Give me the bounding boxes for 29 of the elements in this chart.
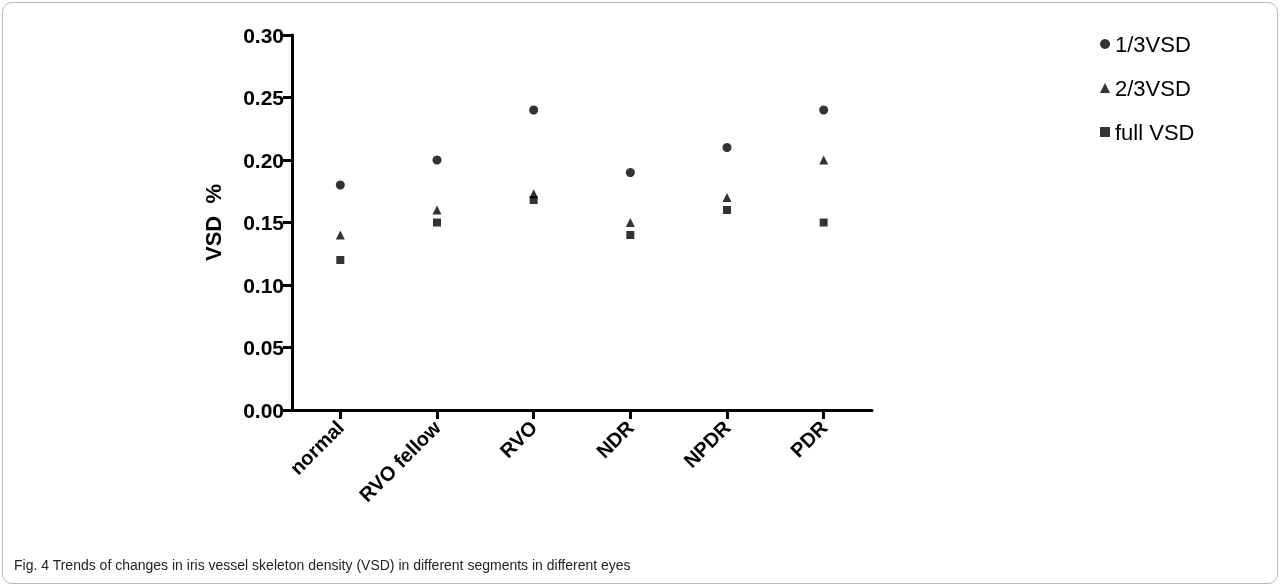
point xyxy=(432,155,442,165)
y-axis-title: VSD % xyxy=(200,183,226,262)
y-tick-label: 0.20 xyxy=(243,148,284,172)
point xyxy=(336,256,345,264)
legend-label: 2/3VSD xyxy=(1115,75,1191,101)
point xyxy=(819,155,829,165)
legend-label: 1/3VSD xyxy=(1115,31,1191,57)
y-tick-label: 0.05 xyxy=(243,336,285,359)
legend-label: full VSD xyxy=(1115,119,1195,145)
point xyxy=(625,218,635,227)
y-tick-label: 0.25 xyxy=(243,86,285,109)
point xyxy=(722,143,732,152)
point xyxy=(819,105,829,115)
point xyxy=(529,105,539,115)
y-tick-label: 0.30 xyxy=(243,23,284,47)
point xyxy=(722,193,732,202)
point xyxy=(433,218,441,227)
y-tick-label: 0.10 xyxy=(243,273,284,297)
point xyxy=(625,168,635,177)
point xyxy=(432,205,442,215)
point xyxy=(335,230,345,240)
point xyxy=(723,206,731,214)
point xyxy=(819,218,828,227)
caption: Fig. 4 Trends of changes in iris vessel skeleton density (VSD) in different segments in different eyes xyxy=(14,557,631,573)
point xyxy=(626,231,635,239)
point xyxy=(529,196,538,204)
y-tick-label: 0.00 xyxy=(243,398,284,422)
y-tick-label: 0.15 xyxy=(243,211,285,234)
point xyxy=(335,180,345,190)
